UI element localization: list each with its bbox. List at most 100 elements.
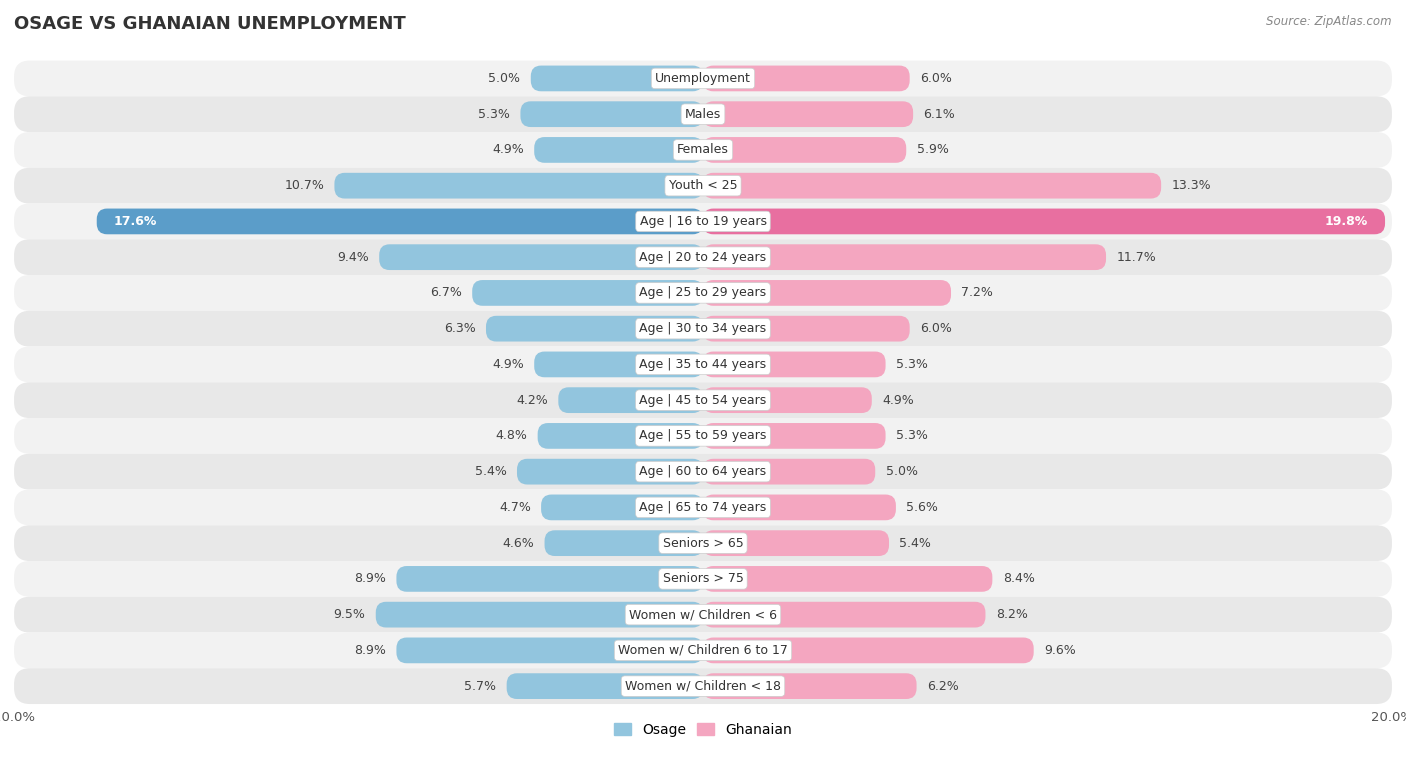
Text: 19.8%: 19.8% (1324, 215, 1368, 228)
Text: Seniors > 65: Seniors > 65 (662, 537, 744, 550)
FancyBboxPatch shape (703, 208, 1385, 235)
Text: 6.1%: 6.1% (924, 107, 955, 120)
FancyBboxPatch shape (703, 531, 889, 556)
Text: 13.3%: 13.3% (1171, 179, 1211, 192)
Text: 8.4%: 8.4% (1002, 572, 1035, 585)
FancyBboxPatch shape (396, 566, 703, 592)
Text: 11.7%: 11.7% (1116, 251, 1156, 263)
Text: 5.3%: 5.3% (478, 107, 510, 120)
FancyBboxPatch shape (703, 280, 950, 306)
Text: 4.9%: 4.9% (882, 394, 914, 407)
Text: Women w/ Children 6 to 17: Women w/ Children 6 to 17 (619, 644, 787, 657)
Text: Age | 65 to 74 years: Age | 65 to 74 years (640, 501, 766, 514)
Text: 8.9%: 8.9% (354, 572, 387, 585)
Text: Females: Females (678, 143, 728, 157)
Text: 5.6%: 5.6% (907, 501, 938, 514)
FancyBboxPatch shape (14, 275, 1392, 311)
FancyBboxPatch shape (14, 204, 1392, 239)
Text: Age | 20 to 24 years: Age | 20 to 24 years (640, 251, 766, 263)
Text: 5.3%: 5.3% (896, 429, 928, 442)
FancyBboxPatch shape (14, 561, 1392, 597)
Text: 6.0%: 6.0% (920, 322, 952, 335)
Text: 6.2%: 6.2% (927, 680, 959, 693)
Text: 6.0%: 6.0% (920, 72, 952, 85)
Text: 4.7%: 4.7% (499, 501, 531, 514)
FancyBboxPatch shape (375, 602, 703, 628)
Text: 9.4%: 9.4% (337, 251, 368, 263)
Text: Age | 60 to 64 years: Age | 60 to 64 years (640, 465, 766, 478)
Text: 5.7%: 5.7% (464, 680, 496, 693)
Text: 5.0%: 5.0% (488, 72, 520, 85)
FancyBboxPatch shape (14, 633, 1392, 668)
FancyBboxPatch shape (14, 168, 1392, 204)
Text: 5.4%: 5.4% (475, 465, 506, 478)
FancyBboxPatch shape (534, 351, 703, 377)
FancyBboxPatch shape (14, 382, 1392, 418)
Text: 4.9%: 4.9% (492, 358, 524, 371)
FancyBboxPatch shape (558, 388, 703, 413)
FancyBboxPatch shape (517, 459, 703, 484)
FancyBboxPatch shape (703, 423, 886, 449)
Text: Age | 30 to 34 years: Age | 30 to 34 years (640, 322, 766, 335)
Text: Age | 35 to 44 years: Age | 35 to 44 years (640, 358, 766, 371)
FancyBboxPatch shape (396, 637, 703, 663)
FancyBboxPatch shape (14, 597, 1392, 633)
Text: Age | 16 to 19 years: Age | 16 to 19 years (640, 215, 766, 228)
FancyBboxPatch shape (14, 61, 1392, 96)
Text: Women w/ Children < 6: Women w/ Children < 6 (628, 608, 778, 621)
FancyBboxPatch shape (380, 245, 703, 270)
FancyBboxPatch shape (486, 316, 703, 341)
Text: Unemployment: Unemployment (655, 72, 751, 85)
FancyBboxPatch shape (703, 173, 1161, 198)
FancyBboxPatch shape (703, 637, 1033, 663)
Legend: Osage, Ghanaian: Osage, Ghanaian (609, 717, 797, 742)
FancyBboxPatch shape (14, 132, 1392, 168)
Text: 4.2%: 4.2% (516, 394, 548, 407)
Text: Youth < 25: Youth < 25 (669, 179, 737, 192)
Text: 4.8%: 4.8% (495, 429, 527, 442)
FancyBboxPatch shape (703, 388, 872, 413)
FancyBboxPatch shape (703, 66, 910, 92)
FancyBboxPatch shape (14, 490, 1392, 525)
FancyBboxPatch shape (520, 101, 703, 127)
Text: Women w/ Children < 18: Women w/ Children < 18 (626, 680, 780, 693)
FancyBboxPatch shape (703, 459, 875, 484)
Text: 9.6%: 9.6% (1045, 644, 1076, 657)
FancyBboxPatch shape (14, 239, 1392, 275)
FancyBboxPatch shape (541, 494, 703, 520)
Text: 8.2%: 8.2% (995, 608, 1028, 621)
Text: 8.9%: 8.9% (354, 644, 387, 657)
Text: 10.7%: 10.7% (284, 179, 323, 192)
Text: 17.6%: 17.6% (114, 215, 157, 228)
FancyBboxPatch shape (14, 96, 1392, 132)
FancyBboxPatch shape (335, 173, 703, 198)
FancyBboxPatch shape (14, 453, 1392, 490)
FancyBboxPatch shape (531, 66, 703, 92)
Text: Age | 45 to 54 years: Age | 45 to 54 years (640, 394, 766, 407)
FancyBboxPatch shape (703, 245, 1107, 270)
Text: 5.9%: 5.9% (917, 143, 949, 157)
FancyBboxPatch shape (537, 423, 703, 449)
Text: 5.3%: 5.3% (896, 358, 928, 371)
FancyBboxPatch shape (703, 673, 917, 699)
FancyBboxPatch shape (703, 494, 896, 520)
Text: OSAGE VS GHANAIAN UNEMPLOYMENT: OSAGE VS GHANAIAN UNEMPLOYMENT (14, 15, 406, 33)
FancyBboxPatch shape (14, 525, 1392, 561)
FancyBboxPatch shape (506, 673, 703, 699)
Text: 5.0%: 5.0% (886, 465, 918, 478)
Text: Source: ZipAtlas.com: Source: ZipAtlas.com (1267, 15, 1392, 28)
FancyBboxPatch shape (14, 668, 1392, 704)
Text: Age | 55 to 59 years: Age | 55 to 59 years (640, 429, 766, 442)
FancyBboxPatch shape (14, 311, 1392, 347)
FancyBboxPatch shape (97, 208, 703, 235)
Text: Age | 25 to 29 years: Age | 25 to 29 years (640, 286, 766, 300)
FancyBboxPatch shape (703, 137, 907, 163)
Text: 9.5%: 9.5% (333, 608, 366, 621)
Text: 5.4%: 5.4% (900, 537, 931, 550)
Text: 4.9%: 4.9% (492, 143, 524, 157)
Text: Seniors > 75: Seniors > 75 (662, 572, 744, 585)
Text: Males: Males (685, 107, 721, 120)
Text: 4.6%: 4.6% (502, 537, 534, 550)
Text: 6.3%: 6.3% (444, 322, 475, 335)
FancyBboxPatch shape (472, 280, 703, 306)
